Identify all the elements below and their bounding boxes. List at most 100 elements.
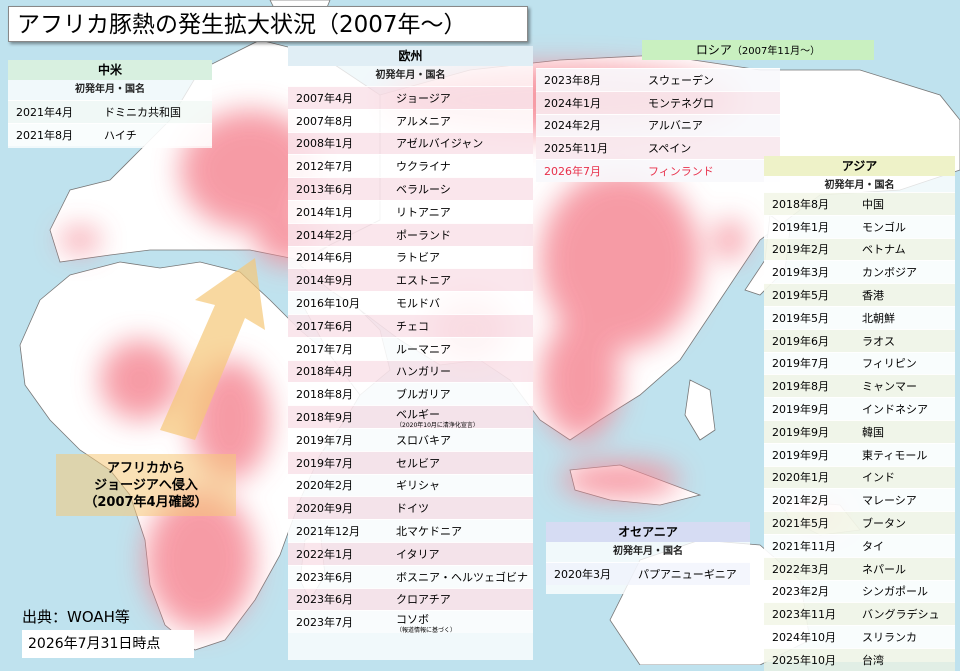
- table-row: 2020年3月 パプアニューギニア: [546, 562, 750, 585]
- table-row: 2024年1月 モンテネグロ: [536, 90, 780, 114]
- country-cell: ブータン: [862, 515, 955, 531]
- country-cell: 北朝鮮: [862, 310, 955, 326]
- table-row: 2022年1月 イタリア: [288, 541, 533, 565]
- onset-date: 2024年1月: [544, 96, 601, 110]
- table-row: 2013年6月 ベラルーシ: [288, 177, 533, 200]
- country-cell: モンゴル: [862, 219, 955, 235]
- onset-date: 2024年10月: [772, 631, 836, 645]
- onset-date: 2014年2月: [296, 228, 353, 242]
- country-name: ベトナム: [862, 243, 906, 257]
- country-name: フィリピン: [862, 357, 917, 371]
- onset-date: 2019年9月: [772, 403, 829, 417]
- country-name: バングラデシュ: [862, 608, 940, 622]
- country-name: ハイチ: [104, 128, 137, 142]
- onset-date: 2017年7月: [296, 342, 353, 356]
- table-row: 2008年1月 アゼルバイジャン: [288, 131, 533, 155]
- country-name: ドイツ: [396, 502, 429, 516]
- country-cell: クロアチア: [396, 591, 533, 607]
- onset-date: 2023年6月: [296, 593, 353, 607]
- onset-date: 2008年1月: [296, 137, 353, 151]
- table-row: 2021年2月 マレーシア: [764, 488, 955, 512]
- outbreak-indonesia: [560, 462, 680, 498]
- country-name: ハンガリー: [396, 365, 451, 379]
- onset-date: 2018年4月: [296, 365, 353, 379]
- outbreak-africa-west: [100, 340, 180, 420]
- oceania-header: オセアニア: [546, 522, 750, 542]
- country-cell: ハンガリー: [396, 363, 533, 379]
- country-cell: セルビア: [396, 455, 533, 471]
- country-cell: ブルガリア: [396, 386, 533, 402]
- country-cell: アルメニア: [396, 113, 533, 129]
- table-row: 2019年1月 モンゴル: [764, 214, 955, 238]
- onset-date: 2019年5月: [772, 289, 829, 303]
- onset-date: 2023年11月: [772, 608, 836, 622]
- onset-date: 2018年8月: [772, 197, 829, 211]
- onset-date: 2021年12月: [296, 525, 360, 539]
- country-name: スロバキア: [396, 433, 451, 447]
- table-row: 2025年10月 台湾: [764, 647, 955, 671]
- country-name: ボスニア・ヘルツェゴビナ: [396, 570, 528, 584]
- onset-date: 2024年2月: [544, 119, 601, 133]
- onset-date: 2019年1月: [772, 220, 829, 234]
- table-row: 2007年4月 ジョージア: [288, 86, 533, 109]
- country-cell: ネパール: [862, 561, 955, 577]
- country-cell: パプアニューギニア: [638, 566, 750, 582]
- table-row: 2014年2月 ポーランド: [288, 222, 533, 246]
- russia-name: ロシア: [695, 43, 732, 57]
- country-name: ラオス: [862, 334, 895, 348]
- country-cell: 東ティモール: [862, 447, 955, 463]
- asia-panel: アジア 初発年月・国名 2018年8月 中国 2019年1月 モンゴル 2019年2月 ベ…: [764, 156, 955, 671]
- country-cell: モンテネグロ: [648, 95, 780, 111]
- latin-america-panel: 中米 初発年月・国名 2021年4月 ドミニカ共和国 2021年8月 ハイチ: [8, 60, 212, 148]
- onset-date: 2022年1月: [296, 547, 353, 561]
- country-name: ドミニカ共和国: [104, 105, 181, 119]
- onset-date: 2021年4月: [16, 105, 73, 119]
- onset-date: 2025年10月: [772, 653, 836, 667]
- country-cell: ボスニア・ヘルツェゴビナ: [396, 569, 533, 585]
- country-name: カンボジア: [862, 266, 917, 280]
- onset-date: 2012年7月: [296, 160, 353, 174]
- onset-date: 2019年6月: [772, 334, 829, 348]
- country-cell: カンボジア: [862, 264, 955, 280]
- table-row: 2020年2月 ギリシャ: [288, 473, 533, 497]
- table-row: 2020年9月 ドイツ: [288, 496, 533, 520]
- country-cell: ギリシャ: [396, 477, 533, 493]
- table-row: 2018年8月 中国: [764, 192, 955, 215]
- onset-date: 2021年8月: [16, 128, 73, 142]
- table-row: 2017年6月 チェコ: [288, 313, 533, 337]
- philippines: [684, 379, 716, 441]
- country-cell: ドイツ: [396, 500, 533, 516]
- country-cell: アルバニア: [648, 117, 780, 133]
- onset-date: 2013年6月: [296, 183, 353, 197]
- europe-subheader: 初発年月・国名: [375, 70, 446, 81]
- spread-arrow: [160, 258, 265, 440]
- country-cell: フィンランド: [648, 163, 780, 179]
- table-row: 2026年7月 フィンランド: [536, 159, 780, 182]
- table-row: 2019年7月 スロバキア: [288, 427, 533, 451]
- country-name: パプアニューギニア: [638, 567, 737, 581]
- source-note: 出典：WOAH等: [22, 608, 130, 626]
- country-name: ルーマニア: [396, 342, 451, 356]
- onset-date: 2023年6月: [296, 570, 353, 584]
- onset-date: 2020年1月: [772, 471, 829, 485]
- country-name: ベルギー: [396, 407, 440, 421]
- table-row: 2019年9月 インドネシア: [764, 397, 955, 420]
- country-name: モンゴル: [862, 220, 906, 234]
- oceania-panel: オセアニア 初発年月・国名 2020年3月 パプアニューギニア: [546, 522, 750, 594]
- country-name: インド: [862, 471, 895, 485]
- country-name: チェコ: [396, 319, 429, 333]
- country-name: フィンランド: [648, 165, 714, 179]
- onset-date: 2019年2月: [772, 243, 829, 257]
- country-name: リトアニア: [396, 205, 451, 219]
- table-row: 2025年11月 スペイン: [536, 136, 780, 160]
- table-row: 2023年6月 クロアチア: [288, 587, 533, 611]
- table-row: 2007年8月 アルメニア: [288, 108, 533, 132]
- onset-date: 2014年9月: [296, 274, 353, 288]
- onset-date: 2019年3月: [772, 266, 829, 280]
- table-row: 2019年5月 香港: [764, 283, 955, 306]
- table-row: 2023年7月 コソボ （報道情報に基づく）: [288, 610, 533, 634]
- as-of-date: 2026年7月31日時点: [22, 630, 194, 658]
- onset-date: 2019年5月: [772, 311, 829, 325]
- country-cell: 台湾: [862, 652, 955, 668]
- country-cell: ドミニカ共和国: [104, 104, 212, 120]
